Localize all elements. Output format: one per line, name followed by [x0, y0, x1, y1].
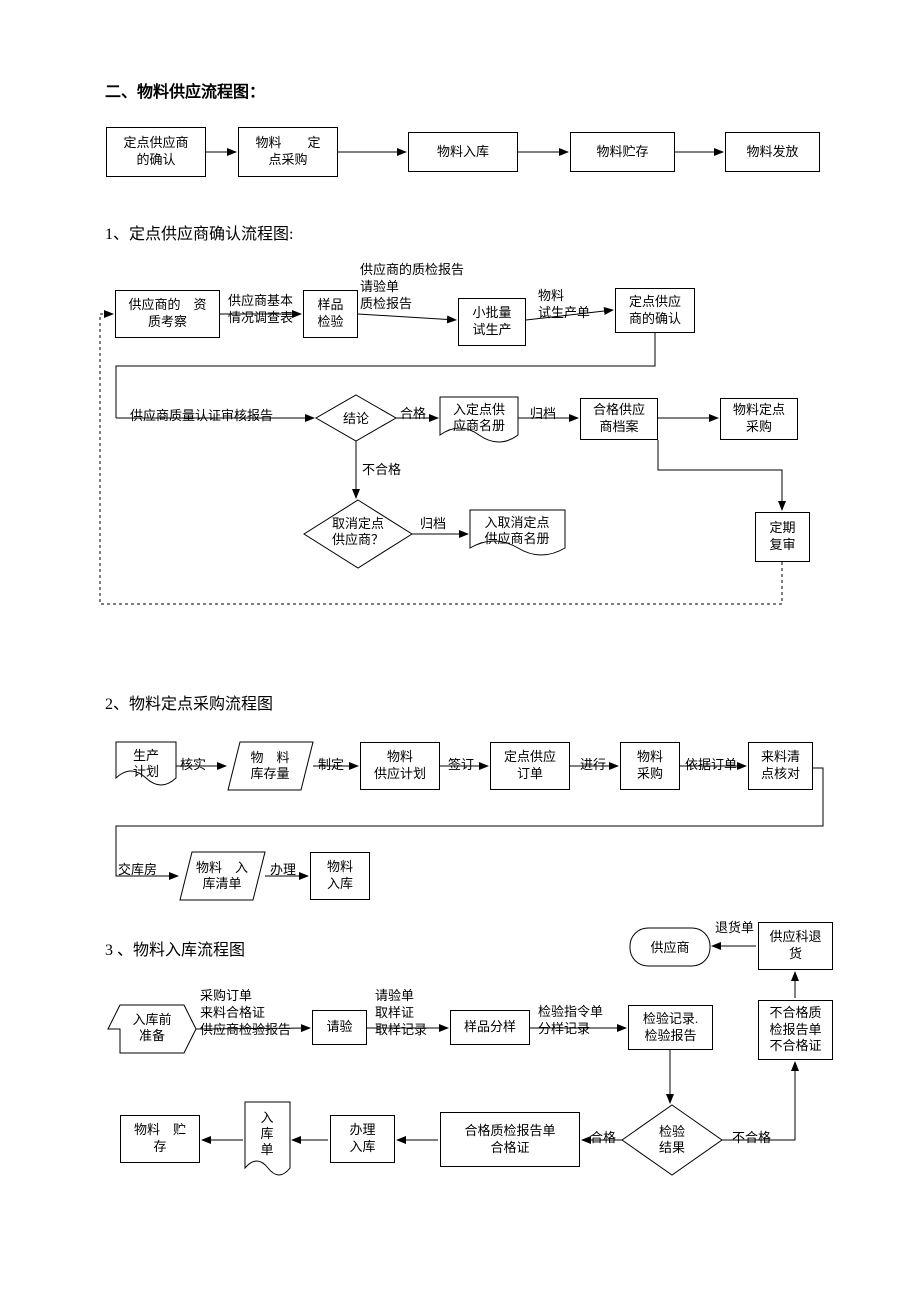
- svg-text:入取消定点: 入取消定点: [484, 515, 549, 530]
- page: 二、物料供应流程图： 1、定点供应商确认流程图: 2、物料定点采购流程图 3 、…: [0, 0, 920, 1302]
- svg-text:供应商: 供应商: [650, 940, 689, 955]
- svg-text:准备: 准备: [139, 1028, 165, 1043]
- svg-text:结论: 结论: [343, 411, 369, 426]
- svg-text:检验: 检验: [659, 1124, 685, 1139]
- svg-text:入库前: 入库前: [132, 1012, 171, 1027]
- svg-text:物 料: 物 料: [250, 750, 289, 765]
- svg-text:计划: 计划: [133, 764, 159, 779]
- svg-text:入: 入: [260, 1110, 273, 1125]
- svg-text:供应商？: 供应商？: [332, 532, 384, 547]
- svg-text:入定点供: 入定点供: [453, 402, 505, 417]
- svg-text:物料 入: 物料 入: [196, 860, 248, 875]
- svg-text:生产: 生产: [133, 748, 159, 763]
- svg-text:结果: 结果: [659, 1140, 685, 1155]
- svg-text:单: 单: [260, 1142, 273, 1157]
- svg-text:库: 库: [260, 1126, 273, 1141]
- svg-text:库存量: 库存量: [250, 766, 289, 781]
- svg-layer: 结论 取消定点 供应商？ 入定点供 应商名册 入取消定点 供应商名册 生产 计划…: [0, 0, 920, 1302]
- svg-text:应商名册: 应商名册: [453, 418, 505, 433]
- svg-text:库清单: 库清单: [202, 876, 241, 891]
- svg-text:供应商名册: 供应商名册: [484, 531, 549, 546]
- svg-text:取消定点: 取消定点: [332, 516, 384, 531]
